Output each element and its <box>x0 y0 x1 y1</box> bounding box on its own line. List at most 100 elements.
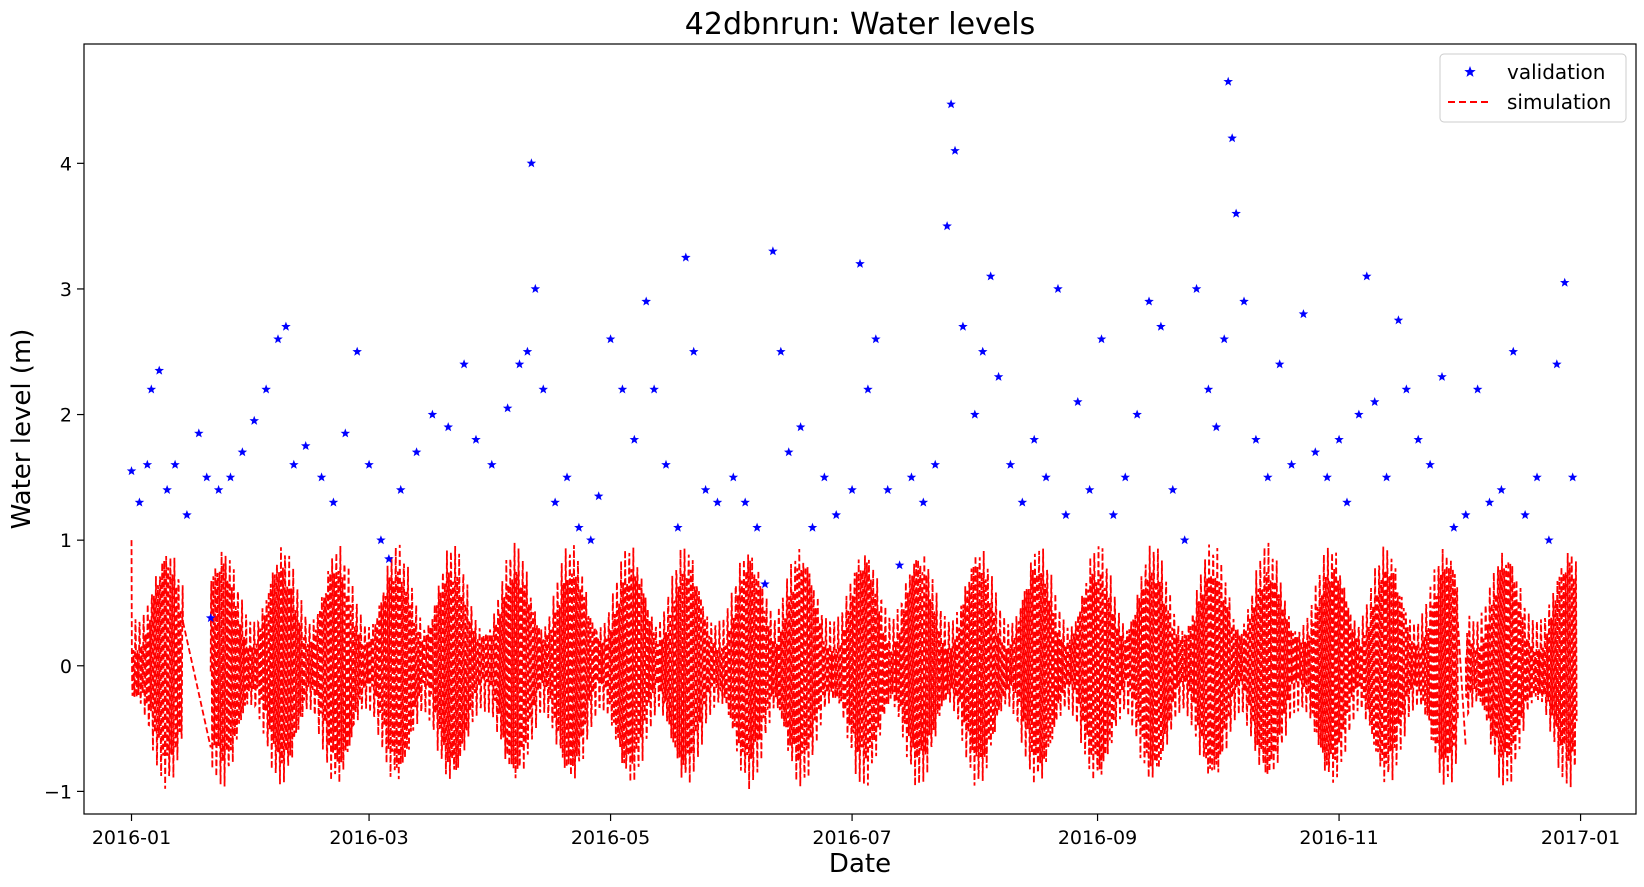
validation-point <box>1053 283 1063 293</box>
validation-point <box>1342 497 1352 507</box>
validation-point <box>459 359 469 369</box>
validation-point <box>776 346 786 356</box>
validation-point <box>1041 472 1051 482</box>
validation-point <box>471 434 481 444</box>
validation-point <box>376 535 386 545</box>
validation-point <box>930 459 940 469</box>
validation-point <box>593 491 604 501</box>
validation-point <box>760 579 770 589</box>
validation-point <box>261 384 271 394</box>
validation-point <box>1274 359 1285 369</box>
validation-point <box>514 359 525 369</box>
validation-point <box>1472 384 1483 394</box>
validation-point <box>617 384 628 394</box>
validation-point <box>502 403 513 413</box>
plot-frame <box>83 43 1637 815</box>
validation-point <box>205 613 216 623</box>
validation-point <box>673 522 683 532</box>
validation-point <box>985 271 996 281</box>
validation-point <box>1334 434 1344 444</box>
validation-point <box>700 484 711 494</box>
validation-point <box>1132 409 1142 419</box>
validation-point <box>352 346 362 356</box>
y-tick-label: 4 <box>60 153 72 175</box>
validation-point <box>142 459 153 469</box>
validation-point <box>894 560 905 570</box>
validation-point <box>384 554 394 564</box>
y-axis-ticks: −1 0 1 2 3 4 <box>44 153 84 803</box>
validation-point <box>795 422 806 432</box>
validation-point <box>1211 422 1222 432</box>
x-axis-ticks: 2016-01 2016-03 2016-05 2016-07 2016-09 2016-… <box>92 814 1620 849</box>
validation-point <box>784 447 794 457</box>
validation-point <box>1362 271 1372 281</box>
validation-point <box>1108 510 1119 520</box>
validation-point <box>649 384 659 394</box>
legend-box <box>1439 53 1627 123</box>
validation-point <box>946 99 956 109</box>
validation-series-layer <box>126 76 1578 623</box>
validation-point <box>1393 315 1404 325</box>
x-tick-label: 2017-01 <box>1541 827 1620 849</box>
validation-point <box>281 321 291 331</box>
validation-point <box>1369 397 1380 406</box>
validation-point <box>411 447 422 457</box>
validation-point <box>213 484 224 494</box>
validation-point <box>1552 359 1562 369</box>
validation-point <box>526 158 537 168</box>
validation-point <box>1231 208 1241 218</box>
validation-point <box>661 459 671 469</box>
validation-point <box>301 441 311 450</box>
validation-point <box>1461 510 1471 520</box>
validation-point <box>134 497 145 507</box>
validation-point <box>768 246 778 256</box>
validation-point <box>906 472 917 482</box>
validation-point <box>1310 447 1321 457</box>
validation-point <box>1496 484 1507 494</box>
validation-point <box>1061 510 1071 520</box>
validation-point <box>249 415 259 425</box>
x-tick-label: 2016-11 <box>1299 827 1378 849</box>
chart-title: 42dbnrun: Water levels <box>685 7 1035 42</box>
validation-point <box>942 221 952 231</box>
validation-point <box>605 334 616 344</box>
validation-point <box>1286 459 1297 469</box>
validation-point <box>1401 384 1412 394</box>
validation-point <box>574 522 584 532</box>
validation-point <box>1005 459 1016 469</box>
validation-point <box>562 472 572 482</box>
validation-point <box>487 459 497 469</box>
validation-point <box>712 497 723 507</box>
validation-point <box>162 484 172 494</box>
validation-point <box>740 497 750 507</box>
validation-point <box>728 472 739 482</box>
validation-point <box>1073 397 1083 406</box>
y-tick-label: 1 <box>60 530 72 552</box>
y-tick-label: −1 <box>44 781 72 803</box>
simulation-gap-connector <box>182 621 212 748</box>
validation-point <box>202 472 212 482</box>
validation-point <box>1560 277 1570 287</box>
validation-point <box>1544 535 1554 545</box>
validation-point <box>194 428 204 438</box>
x-tick-label: 2016-07 <box>812 827 891 849</box>
validation-point <box>154 365 164 375</box>
validation-point <box>855 258 865 268</box>
simulation-line-segment <box>130 540 184 789</box>
validation-point <box>950 145 960 155</box>
validation-point <box>225 472 236 482</box>
validation-point <box>871 334 881 344</box>
validation-point <box>1219 334 1229 344</box>
validation-point <box>396 484 406 494</box>
validation-point <box>1144 296 1154 306</box>
validation-point <box>689 346 699 356</box>
validation-point <box>146 384 157 394</box>
validation-point <box>831 510 841 520</box>
validation-point <box>1449 522 1459 532</box>
validation-point <box>993 371 1004 381</box>
validation-point <box>182 510 192 520</box>
validation-point <box>1508 346 1518 356</box>
validation-point <box>1029 434 1039 444</box>
validation-point <box>1381 472 1392 482</box>
